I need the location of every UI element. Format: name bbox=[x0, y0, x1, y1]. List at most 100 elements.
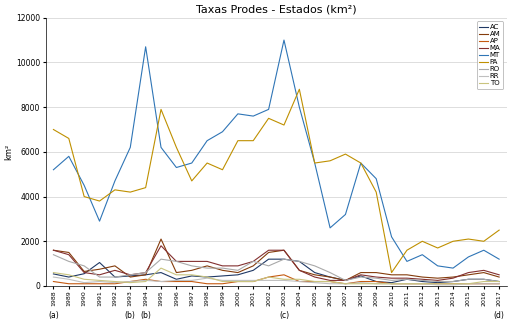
AP bbox=[312, 280, 318, 283]
RR bbox=[404, 282, 410, 286]
AM bbox=[204, 264, 210, 268]
TO bbox=[312, 280, 318, 283]
MA bbox=[204, 259, 210, 263]
AC bbox=[235, 273, 241, 277]
AP bbox=[450, 282, 456, 286]
TO bbox=[250, 280, 257, 283]
PA bbox=[358, 161, 364, 165]
MA bbox=[358, 273, 364, 277]
RO bbox=[127, 273, 133, 277]
RR bbox=[127, 280, 133, 283]
MT bbox=[296, 105, 303, 109]
MA bbox=[388, 276, 394, 280]
PA bbox=[327, 159, 333, 163]
AM bbox=[466, 273, 472, 277]
AP bbox=[327, 280, 333, 283]
PA bbox=[281, 123, 287, 127]
Line: RO: RO bbox=[54, 255, 499, 281]
AC bbox=[481, 277, 487, 281]
AM bbox=[404, 273, 410, 277]
TO bbox=[296, 277, 303, 281]
AP bbox=[404, 282, 410, 286]
TO bbox=[388, 282, 394, 286]
RR bbox=[158, 280, 164, 283]
AP bbox=[158, 280, 164, 283]
Line: AM: AM bbox=[54, 239, 499, 280]
RO bbox=[250, 259, 257, 263]
PA bbox=[466, 237, 472, 241]
MT bbox=[496, 257, 502, 261]
MA bbox=[219, 264, 225, 268]
AC bbox=[466, 277, 472, 281]
AC bbox=[327, 275, 333, 279]
PA bbox=[342, 152, 349, 156]
PA bbox=[189, 179, 195, 183]
TO bbox=[481, 280, 487, 283]
MT bbox=[66, 154, 72, 158]
AP bbox=[434, 282, 440, 286]
MT bbox=[173, 166, 179, 170]
AM bbox=[327, 275, 333, 279]
MT bbox=[434, 264, 440, 268]
AM bbox=[127, 275, 133, 279]
AM bbox=[496, 275, 502, 279]
AM bbox=[450, 275, 456, 279]
MA bbox=[81, 271, 87, 275]
TO bbox=[158, 266, 164, 270]
AP bbox=[296, 280, 303, 283]
AP bbox=[219, 282, 225, 286]
Text: (b): (b) bbox=[140, 311, 151, 320]
TO bbox=[419, 282, 425, 286]
AC bbox=[404, 277, 410, 281]
Line: MT: MT bbox=[54, 40, 499, 268]
PA bbox=[97, 199, 103, 203]
AP bbox=[189, 280, 195, 283]
MT bbox=[235, 112, 241, 116]
MA bbox=[281, 248, 287, 252]
AC bbox=[266, 257, 272, 261]
RR bbox=[434, 283, 440, 287]
AM bbox=[312, 273, 318, 277]
AP bbox=[388, 282, 394, 286]
AM bbox=[112, 264, 118, 268]
PA bbox=[496, 228, 502, 232]
RR bbox=[388, 282, 394, 286]
RO bbox=[327, 271, 333, 275]
MA bbox=[143, 271, 149, 275]
MT bbox=[158, 146, 164, 149]
MA bbox=[158, 244, 164, 248]
MA bbox=[434, 279, 440, 282]
MA bbox=[189, 259, 195, 263]
MA bbox=[373, 275, 379, 279]
AP bbox=[342, 282, 349, 286]
Text: (a): (a) bbox=[48, 311, 59, 320]
AM bbox=[419, 275, 425, 279]
RO bbox=[81, 264, 87, 268]
PA bbox=[158, 107, 164, 111]
AC bbox=[189, 274, 195, 278]
Line: TO: TO bbox=[54, 268, 499, 284]
RO bbox=[51, 253, 57, 257]
Text: (b): (b) bbox=[125, 311, 136, 320]
AM bbox=[97, 267, 103, 271]
AM bbox=[51, 248, 57, 252]
MT bbox=[404, 259, 410, 263]
RR bbox=[419, 282, 425, 286]
AP bbox=[496, 282, 502, 286]
AP bbox=[266, 275, 272, 279]
MA bbox=[66, 253, 72, 257]
AC bbox=[312, 271, 318, 275]
PA bbox=[66, 137, 72, 141]
AP bbox=[173, 280, 179, 283]
MA bbox=[51, 248, 57, 252]
RO bbox=[112, 275, 118, 279]
PA bbox=[81, 195, 87, 199]
RR bbox=[143, 279, 149, 282]
AM bbox=[235, 271, 241, 275]
MA bbox=[450, 276, 456, 280]
RO bbox=[373, 276, 379, 280]
TO bbox=[204, 275, 210, 279]
AC bbox=[419, 280, 425, 283]
AC bbox=[296, 259, 303, 263]
MT bbox=[358, 161, 364, 165]
